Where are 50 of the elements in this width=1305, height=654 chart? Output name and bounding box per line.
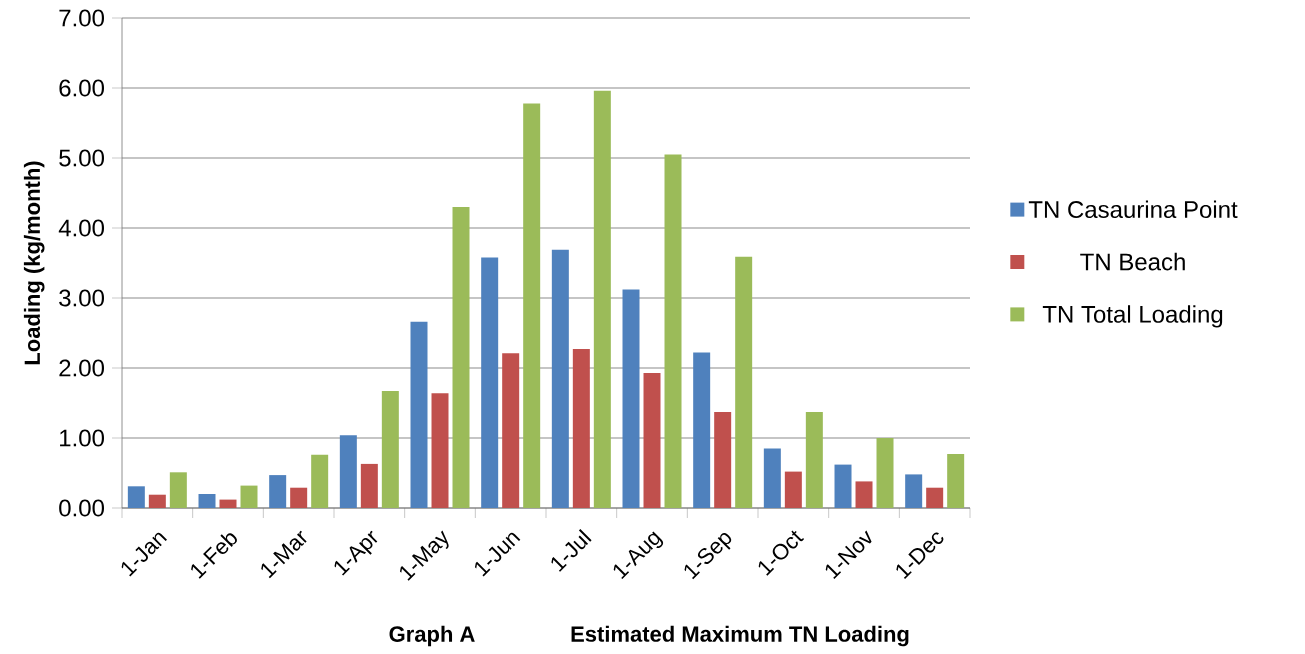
bar: [148, 494, 166, 508]
bar: [339, 435, 357, 508]
bar: [240, 485, 258, 508]
bar: [502, 353, 520, 508]
bar: [643, 372, 661, 508]
bar: [947, 454, 965, 508]
y-tick-label: 2.00: [59, 359, 105, 377]
legend-label: TN Beach: [1080, 252, 1185, 271]
bar: [481, 257, 499, 508]
bar: [834, 464, 852, 508]
bar: [593, 90, 611, 508]
bar: [876, 438, 894, 508]
bar: [905, 474, 923, 508]
bar: [926, 487, 944, 508]
y-tick-label: 0.00: [59, 499, 105, 517]
y-axis-title: Loading (kg/month): [23, 161, 45, 365]
bar: [784, 471, 802, 508]
bar: [381, 391, 399, 508]
bar: [805, 412, 823, 508]
legend-label: TN Total Loading: [1042, 305, 1223, 328]
bar: [572, 349, 590, 508]
bar: [311, 454, 329, 508]
y-tick-label: 4.00: [58, 219, 105, 237]
bar: [714, 412, 732, 508]
bar: [269, 475, 287, 508]
x-axis-title: Graph A: [389, 625, 475, 647]
bar: [169, 472, 187, 508]
bar: [431, 393, 449, 508]
bar: [127, 486, 145, 508]
legend-label: TN Casaurina Point: [1028, 200, 1238, 219]
bar: [523, 103, 541, 508]
y-tick-label: 5.00: [59, 149, 105, 167]
bar: [622, 289, 640, 508]
bar: [410, 321, 428, 508]
y-tick-label: 1.00: [60, 429, 105, 447]
y-tick-label: 6.00: [59, 79, 105, 97]
bar: [693, 352, 711, 508]
y-tick-label: 7.00: [59, 9, 105, 27]
bar: [452, 207, 470, 508]
text: Estimated Maximum TN Loading: [571, 625, 909, 647]
bar: [551, 249, 569, 508]
bar: [855, 481, 873, 508]
bar: [219, 499, 237, 508]
bar: [664, 154, 682, 508]
bar: [290, 487, 308, 508]
bar: [198, 494, 216, 508]
bar: [763, 448, 781, 508]
y-tick-label: 3.00: [59, 289, 105, 307]
bar: [360, 463, 378, 508]
bar: [735, 256, 753, 508]
